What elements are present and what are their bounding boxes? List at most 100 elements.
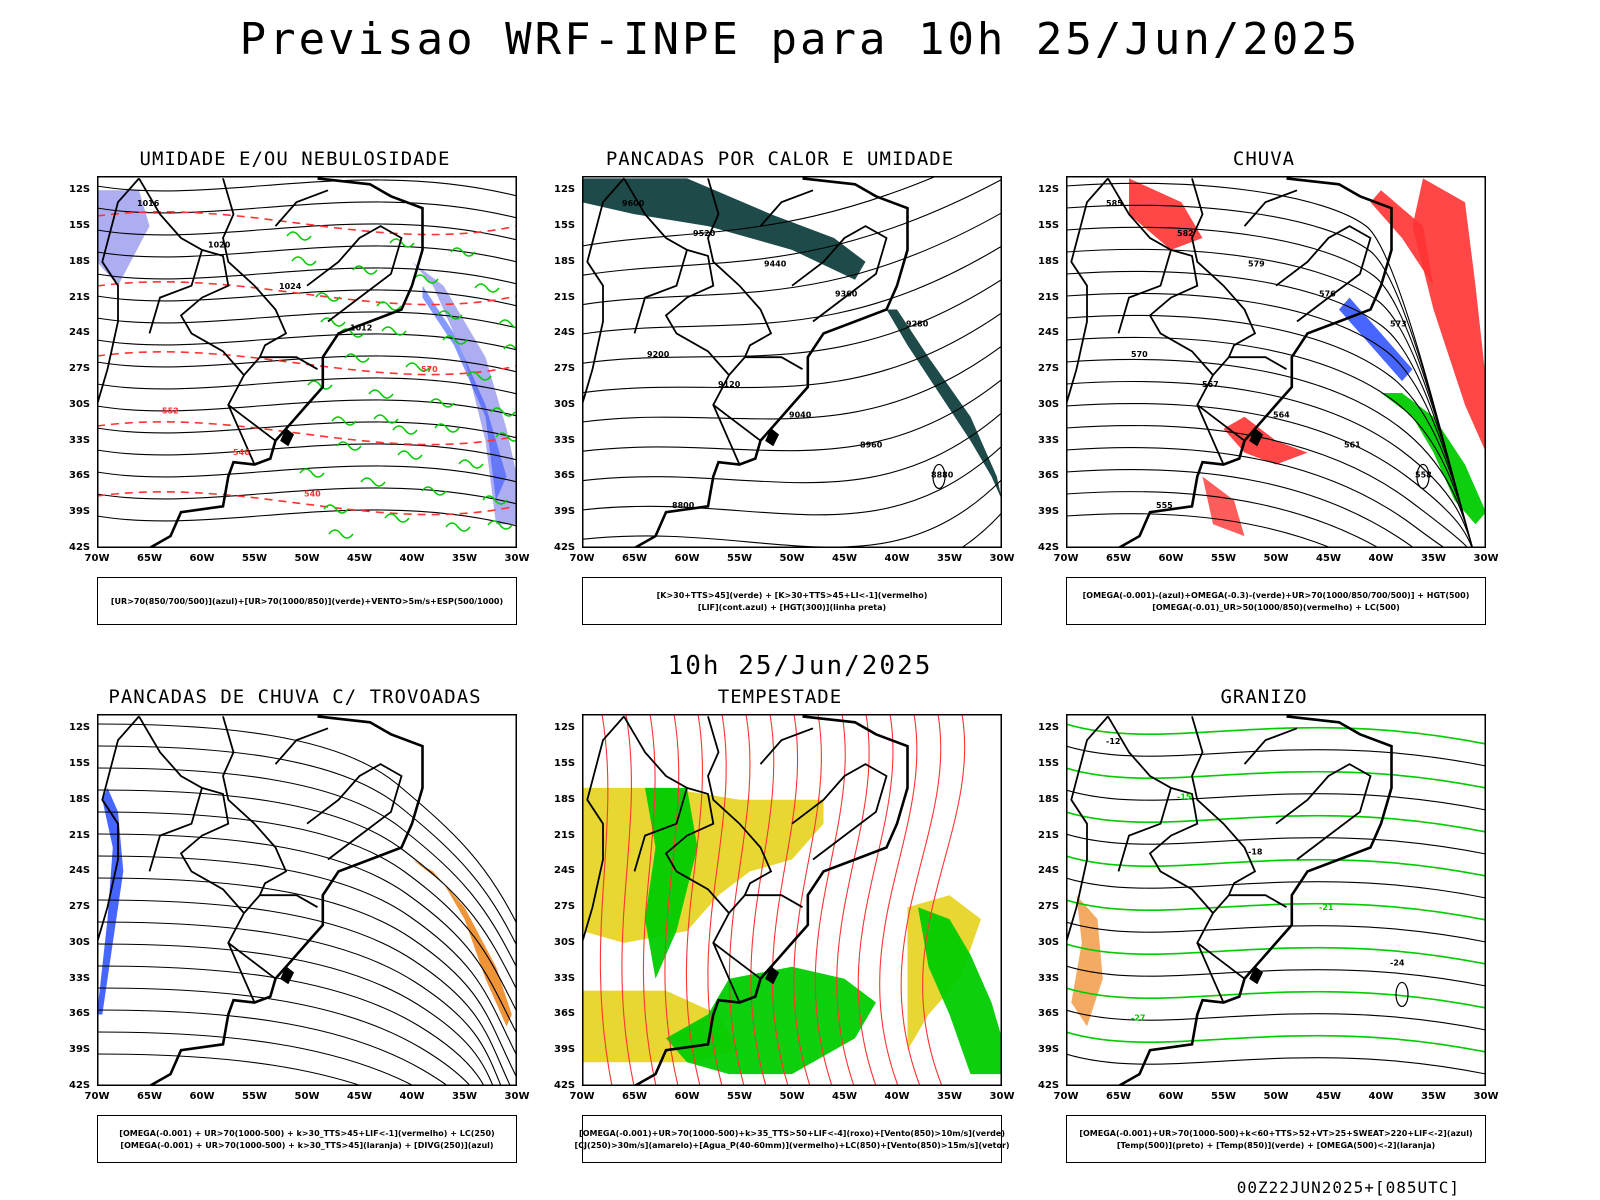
lat-tick-label: 21S (554, 291, 576, 303)
shaded-fields (582, 787, 1002, 1075)
lat-tick-label: 21S (1038, 291, 1060, 303)
legend-box: [OMEGA(-0.001) + UR>70(1000-500) + k>30_… (97, 1115, 517, 1163)
lat-tick-label: 27S (1038, 363, 1060, 375)
lat-tick-label: 39S (69, 506, 91, 518)
map-borders (97, 177, 424, 548)
lon-tick-label: 30W (1473, 1091, 1499, 1102)
lat-tick-label: 36S (69, 470, 91, 482)
lat-tick-label: 30S (69, 398, 91, 410)
legend-text: [OMEGA(-0.001)-(azul)+OMEGA(-0.3)-(verde… (1082, 590, 1470, 600)
lon-tick-label: 40W (884, 1091, 910, 1102)
panel-title: PANCADAS POR CALOR E UMIDADE (605, 148, 955, 170)
lon-tick-label: 50W (779, 1091, 805, 1102)
lon-tick-label: 40W (399, 1091, 425, 1102)
panel-title: PANCADAS DE CHUVA C/ TROVOADAS (108, 686, 482, 708)
map-plot (97, 714, 517, 1086)
lat-tick-label: 42S (1038, 1080, 1060, 1091)
contour-label: 585 (1106, 199, 1123, 208)
lon-tick-label: 65W (137, 1091, 162, 1102)
contour-label: -27 (1131, 1014, 1145, 1023)
panel-chuva: CHUVA 585 582 579 576 573 570 567 564 561 558 555 12… (1038, 148, 1498, 648)
legend-text: [OMEGA(-0.001) + UR>70(1000-500) + k>30_… (120, 1140, 494, 1150)
lon-tick-label: 55W (1211, 1091, 1236, 1102)
map-plot: 585 582 579 576 573 570 567 564 561 558 555 (1066, 176, 1486, 548)
lon-tick-label: 40W (1368, 553, 1394, 564)
contour-label: -18 (1248, 848, 1263, 857)
lat-tick-label: 15S (554, 758, 576, 770)
contour-lines (599, 714, 966, 1086)
map-plot: -12 -15 -18 -21 -24 -27 (1066, 714, 1486, 1086)
contour-label: 564 (1273, 410, 1290, 419)
contour-label: 9360 (835, 290, 858, 299)
lat-tick-label: 42S (69, 542, 91, 553)
lon-tick-label: 45W (1316, 553, 1341, 564)
lat-tick-label: 24S (69, 327, 91, 339)
contour-label: 558 (1415, 471, 1432, 480)
contour-label: 573 (1390, 320, 1407, 329)
lon-tick-label: 60W (1158, 553, 1184, 564)
lat-tick-label: 33S (69, 434, 91, 446)
lon-tick-label: 40W (399, 553, 425, 564)
lat-tick-label: 30S (554, 398, 576, 410)
lat-tick-label: 18S (554, 255, 576, 267)
lat-tick-label: 15S (1038, 758, 1060, 770)
lon-tick-label: 60W (189, 553, 215, 564)
lat-tick-label: 42S (1038, 542, 1060, 553)
lat-tick-label: 18S (554, 793, 576, 805)
contour-label: -12 (1106, 737, 1120, 746)
lat-tick-label: 33S (1038, 972, 1060, 984)
legend-text: [OMEGA(-0.01)_UR>50(1000/850)(vermelho) … (1152, 602, 1400, 612)
shaded-fields (97, 190, 517, 525)
main-title: Previsao WRF-INPE para 10h 25/Jun/2025 (239, 14, 1361, 65)
legend-text: [OMEGA(-0.001)+UR>70(1000-500)+k<60+TTS>… (1079, 1128, 1473, 1138)
contour-lines (97, 179, 517, 539)
contour-label: -24 (1390, 958, 1405, 967)
lat-tick-label: 36S (554, 470, 576, 482)
lon-tick-label: 60W (1158, 1091, 1184, 1102)
contour-label: 9520 (693, 229, 716, 238)
lon-tick-label: 70W (569, 553, 595, 564)
lat-tick-label: 39S (1038, 506, 1060, 518)
panel-umidade: UMIDADE E/OU NEBULOSIDADE 1016 1020 1024 101… (69, 148, 529, 648)
lon-tick-label: 30W (504, 1091, 530, 1102)
lat-tick-label: 33S (554, 434, 576, 446)
contour-lines (1066, 723, 1486, 1075)
contour-label: 555 (1156, 501, 1173, 510)
contour-label: 1024 (279, 282, 302, 291)
shaded-fields (1129, 178, 1486, 537)
lat-tick-label: 36S (1038, 1008, 1060, 1020)
lon-tick-label: 30W (989, 553, 1015, 564)
lat-tick-label: 42S (69, 1080, 91, 1091)
lon-tick-label: 70W (1053, 1091, 1079, 1102)
shaded-fields (582, 178, 1002, 501)
lat-tick-label: 27S (554, 901, 576, 913)
panel-title: UMIDADE E/OU NEBULOSIDADE (139, 148, 451, 170)
contour-label: -15 (1177, 792, 1192, 801)
lat-tick-label: 24S (1038, 865, 1060, 877)
legend-text: [OMEGA(-0.001)+UR>70(1000-500)+k>35_TTS>… (579, 1128, 1005, 1138)
lat-tick-label: 30S (1038, 398, 1060, 410)
contour-label: 1012 (350, 324, 372, 333)
lat-tick-label: 24S (69, 865, 91, 877)
contour-label: 552 (162, 407, 179, 416)
lat-tick-label: 42S (554, 1080, 576, 1091)
legend-text: [CJ(250)>30m/s](amarelo)+[Agua_P(40-60mm… (574, 1140, 1010, 1150)
contour-label: 579 (1248, 259, 1265, 268)
lat-tick-label: 30S (1038, 936, 1060, 948)
contour-label: 8960 (860, 440, 883, 449)
panel-pancadas-trovoadas: PANCADAS DE CHUVA C/ TROVOADAS 12S 15S 18S 2… (69, 686, 529, 1186)
panel-granizo: GRANIZO -12 -15 -18 -21 -24 -27 12S 15S 18S 21S 24S… (1038, 686, 1498, 1186)
map-plot: 1016 1020 1024 1012 570 552 546 540 (97, 176, 517, 548)
lon-tick-label: 35W (452, 1091, 477, 1102)
contour-lines (1066, 182, 1474, 548)
panel-tempestade: TEMPESTADE 12S 15S 18S 21S 24S 27S 30S 33S 36S 39S… (554, 686, 1014, 1186)
panel-title: TEMPESTADE (717, 686, 843, 708)
legend-text: [OMEGA(-0.001) + UR>70(1000-500) + k>30_… (119, 1128, 495, 1138)
lon-tick-label: 55W (242, 553, 267, 564)
lon-tick-label: 55W (242, 1091, 267, 1102)
lon-tick-label: 45W (832, 553, 857, 564)
panel-title: CHUVA (1232, 148, 1296, 170)
map-borders (1066, 715, 1393, 1086)
contour-label: 9040 (789, 410, 812, 419)
contour-label: 576 (1319, 290, 1336, 299)
